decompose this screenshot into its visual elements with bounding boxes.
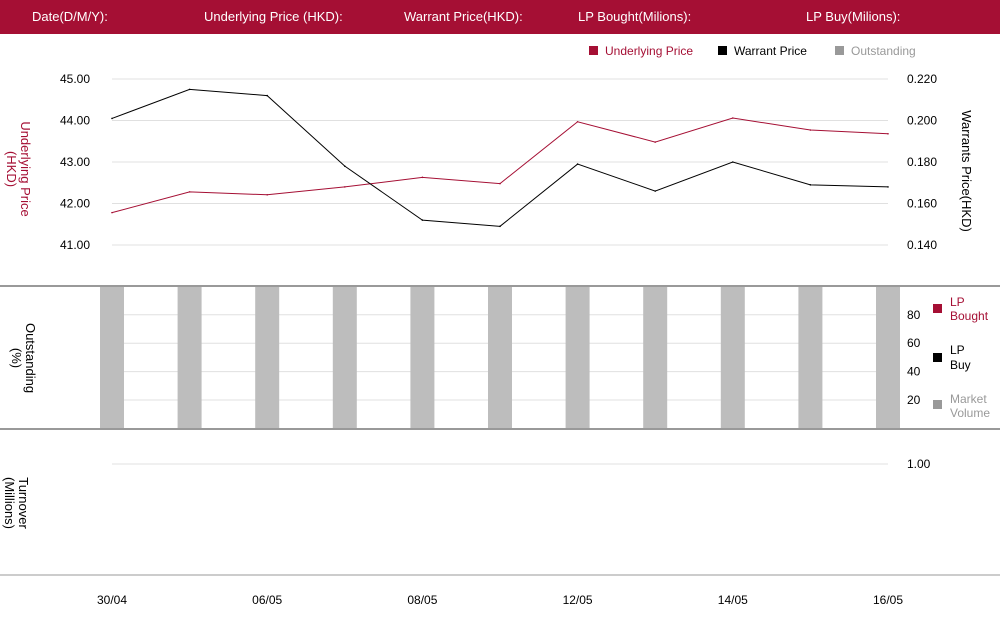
underlying-price-point (809, 129, 812, 131)
underlying-price-point (266, 193, 269, 196)
outstanding-bar (565, 287, 590, 428)
legend-lp-buy-line2: Buy (950, 358, 971, 372)
turnover-axis-title-line1: Turnover (16, 477, 31, 529)
legend-warrant-swatch (718, 46, 727, 55)
lp-bought-label: LP Bought(Milions): (578, 9, 692, 24)
legend-market-volume-line2: Volume (950, 406, 990, 420)
right-y-tick-label: 0.140 (907, 238, 937, 252)
underlying-price-point (344, 186, 346, 188)
underlying-axis-title: Underlying Price (18, 121, 33, 216)
legend-outstanding-label: Outstanding (851, 44, 916, 58)
legend-lp-bought-line2: Bought (950, 309, 989, 323)
legend-market-volume-label: Market Volume (950, 392, 990, 420)
legend-lp-bought-label: LP Bought (950, 295, 989, 323)
date-label: Date(D/M/Y): (32, 9, 108, 24)
left-y-tick-label: 41.00 (60, 238, 90, 252)
warrant-price-point (344, 165, 346, 167)
warrant-price-point (188, 88, 191, 91)
warrant-chart: Underlying Price Warrant Price Outstandi… (0, 44, 1000, 607)
left-y-tick-label: 42.00 (60, 197, 90, 211)
outstanding-bar (720, 287, 745, 428)
turnover-axis-title: Turnover (16, 477, 31, 529)
legend-warrant-label: Warrant Price (734, 44, 807, 58)
underlying-price-line (111, 117, 889, 214)
left-y-tick-label: 44.00 (60, 114, 90, 128)
right-y-tick-label: 0.180 (907, 155, 937, 169)
legend-market-volume-swatch (933, 400, 942, 409)
legend-market-volume-line1: Market (950, 392, 987, 406)
turnover-axis-title-unit: (Millions) (2, 477, 17, 529)
underlying-axis-title-line2: (HKD) (4, 151, 19, 187)
underlying-price-point (732, 117, 734, 119)
outstanding-axis-title: Outstanding (23, 323, 38, 393)
outstanding-y-tick-label: 80 (907, 308, 921, 322)
right-y-tick-label: 0.200 (907, 114, 937, 128)
underlying-price-point (188, 191, 191, 193)
underlying-price-point (421, 176, 424, 179)
outstanding-bar (100, 287, 124, 428)
left-y-tick-label: 45.00 (60, 72, 90, 86)
outstanding-y-tick-label: 40 (907, 365, 921, 379)
warrant-price-label: Warrant Price(HKD): (404, 9, 523, 24)
outstanding-bar (876, 287, 900, 428)
warrant-price-point (111, 117, 113, 120)
turnover-y-tick-label: 1.00 (907, 457, 931, 471)
outstanding-bar (332, 287, 357, 428)
warrant-price-point (887, 186, 889, 188)
x-tick-label: 30/04 (97, 593, 127, 607)
x-tick-label: 14/05 (718, 593, 748, 607)
warrant-price-point (576, 163, 579, 165)
legend-underlying-swatch (589, 46, 598, 55)
plot-layer: 45.00 44.00 43.00 42.00 41.00 0.220 0.200 0.180… (60, 72, 937, 607)
underlying-price-point (499, 182, 501, 185)
outstanding-y-tick-label: 20 (907, 393, 921, 407)
underlying-price-point (111, 211, 113, 214)
outstanding-bar (410, 287, 435, 428)
warrant-axis-title: Warrants Price(HKD) (959, 110, 974, 232)
outstanding-bar (643, 287, 668, 428)
underlying-price-point (654, 141, 656, 143)
legend-lp-buy-label: LP Buy (950, 343, 971, 372)
warrant-price-point (266, 94, 269, 97)
underlying-price-label: Underlying Price (HKD): (204, 9, 343, 24)
outstanding-bar (177, 287, 202, 428)
turnover-axis-title-line2: (Millions) (2, 477, 17, 529)
outstanding-bar (255, 287, 280, 428)
outstanding-y-tick-label: 60 (907, 336, 921, 350)
legend-panel2: LP Bought LP Buy Market Volume (933, 295, 990, 420)
warrant-price-point (499, 225, 501, 228)
right-y-tick-label: 0.220 (907, 72, 937, 86)
underlying-axis-title-line1: Underlying Price (18, 121, 33, 216)
right-y-tick-label: 0.160 (907, 197, 937, 211)
x-tick-label: 12/05 (563, 593, 593, 607)
legend-outstanding-swatch (835, 46, 844, 55)
legend-lp-bought-swatch (933, 304, 942, 313)
outstanding-axis-title-line1: Outstanding (23, 323, 38, 393)
warrant-price-point (809, 184, 812, 186)
outstanding-bar (798, 287, 823, 428)
warrant-price-point (654, 190, 656, 192)
legend-underlying-label: Underlying Price (605, 44, 693, 58)
outstanding-axis-title-line2: (%) (9, 348, 24, 368)
legend-lp-bought-line1: LP (950, 295, 965, 309)
underlying-price-point (576, 120, 579, 123)
outstanding-axis-title-unit: (%) (9, 348, 24, 368)
x-tick-label: 16/05 (873, 593, 903, 607)
underlying-price-point (887, 132, 889, 135)
warrant-price-point (421, 219, 424, 221)
x-tick-label: 08/05 (407, 593, 437, 607)
warrant-price-line (111, 88, 889, 227)
info-header-bar: Date(D/M/Y): Underlying Price (HKD): War… (0, 0, 1000, 34)
lp-buy-label: LP Buy(Milions): (806, 9, 901, 24)
outstanding-bar (488, 287, 512, 428)
legend-panel1: Underlying Price Warrant Price Outstandi… (589, 44, 916, 58)
left-y-tick-label: 43.00 (60, 155, 90, 169)
legend-lp-buy-line1: LP (950, 343, 965, 357)
warrant-price-point (732, 161, 734, 163)
legend-lp-buy-swatch (933, 353, 942, 362)
underlying-axis-title-unit: (HKD) (4, 151, 19, 187)
x-tick-label: 06/05 (252, 593, 282, 607)
